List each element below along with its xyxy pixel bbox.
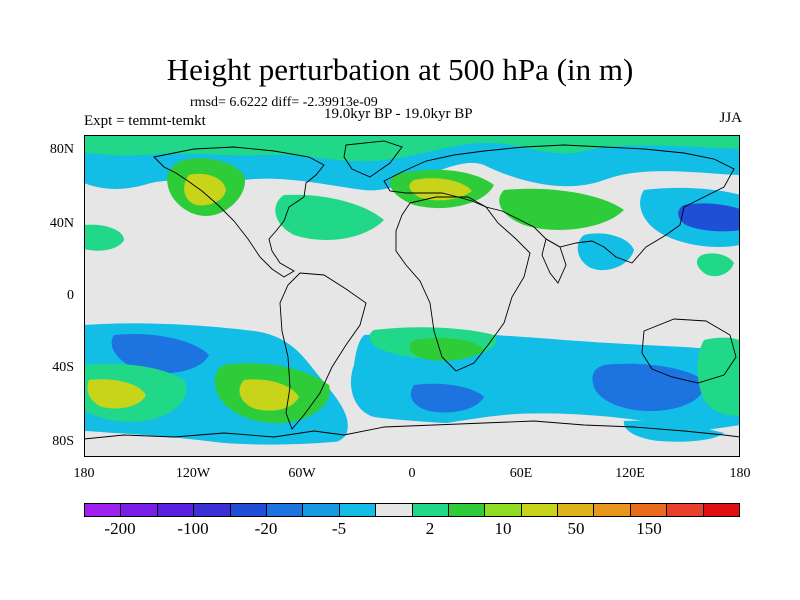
lon-tick-180w: 180 — [73, 466, 95, 481]
map-frame — [84, 135, 740, 457]
lon-tick-0: 0 — [408, 466, 416, 481]
lon-tick-60e: 60E — [509, 466, 533, 481]
stats-label: rmsd= 6.6222 diff= -2.39913e-09 — [190, 95, 378, 110]
lat-tick-40s: 40S — [52, 360, 74, 375]
period-label: 19.0kyr BP - 19.0kyr BP — [324, 106, 473, 122]
greenland-outline — [343, 140, 403, 178]
colorbar-swatch — [157, 504, 195, 516]
colorbar-swatch — [521, 504, 559, 516]
contour-fill-south — [84, 323, 740, 457]
south-america-outline — [279, 272, 367, 430]
map-panel — [84, 135, 740, 457]
colorbar-label: -200 — [104, 519, 136, 538]
colorbar-label: -100 — [177, 519, 209, 538]
coastlines — [84, 140, 740, 440]
colorbar-swatch — [667, 504, 704, 516]
india-outline — [541, 238, 567, 284]
north-america-outline — [153, 146, 325, 278]
colorbar-swatch — [85, 504, 122, 516]
lon-tick-60w: 60W — [288, 466, 316, 481]
colorbar-label: 10 — [494, 519, 512, 538]
lon-tick-120e: 120E — [615, 466, 645, 481]
colorbar-swatch — [339, 504, 377, 516]
lat-tick-80n: 80N — [49, 142, 74, 157]
eurasia-outline — [383, 144, 735, 264]
colorbar-label: -5 — [331, 519, 347, 538]
season-label: JJA — [719, 110, 742, 126]
lon-tick-180e: 180 — [729, 466, 751, 481]
lat-tick-40n: 40N — [49, 216, 74, 231]
colorbar-swatch — [594, 504, 631, 516]
antarctica-outline — [84, 420, 740, 440]
africa-outline — [395, 196, 531, 372]
contour-fill-north — [84, 135, 740, 277]
lat-tick-0: 0 — [67, 288, 74, 303]
australia-outline — [641, 318, 737, 384]
colorbar — [84, 503, 740, 517]
colorbar-swatch — [376, 504, 413, 516]
colorbar-label: -20 — [254, 519, 278, 538]
colorbar-label: 50 — [567, 519, 585, 538]
colorbar-label: 2 — [425, 519, 435, 538]
colorbar-swatch — [266, 504, 304, 516]
colorbar-swatch — [230, 504, 267, 516]
colorbar-label: 150 — [636, 519, 662, 538]
colorbar-swatch — [485, 504, 522, 516]
colorbar-swatch — [630, 504, 668, 516]
colorbar-swatch — [412, 504, 449, 516]
page-title: Height perturbation at 500 hPa (in m) — [166, 52, 634, 87]
colorbar-swatch — [121, 504, 158, 516]
experiment-label: Expt = temmt-temkt — [84, 113, 206, 129]
colorbar-swatch — [558, 504, 595, 516]
colorbar-swatch — [303, 504, 340, 516]
lon-tick-120w: 120W — [175, 466, 211, 481]
colorbar-swatch — [703, 504, 740, 516]
colorbar-swatch — [448, 504, 486, 516]
lat-tick-80s: 80S — [52, 434, 74, 449]
colorbar-swatch — [194, 504, 231, 516]
